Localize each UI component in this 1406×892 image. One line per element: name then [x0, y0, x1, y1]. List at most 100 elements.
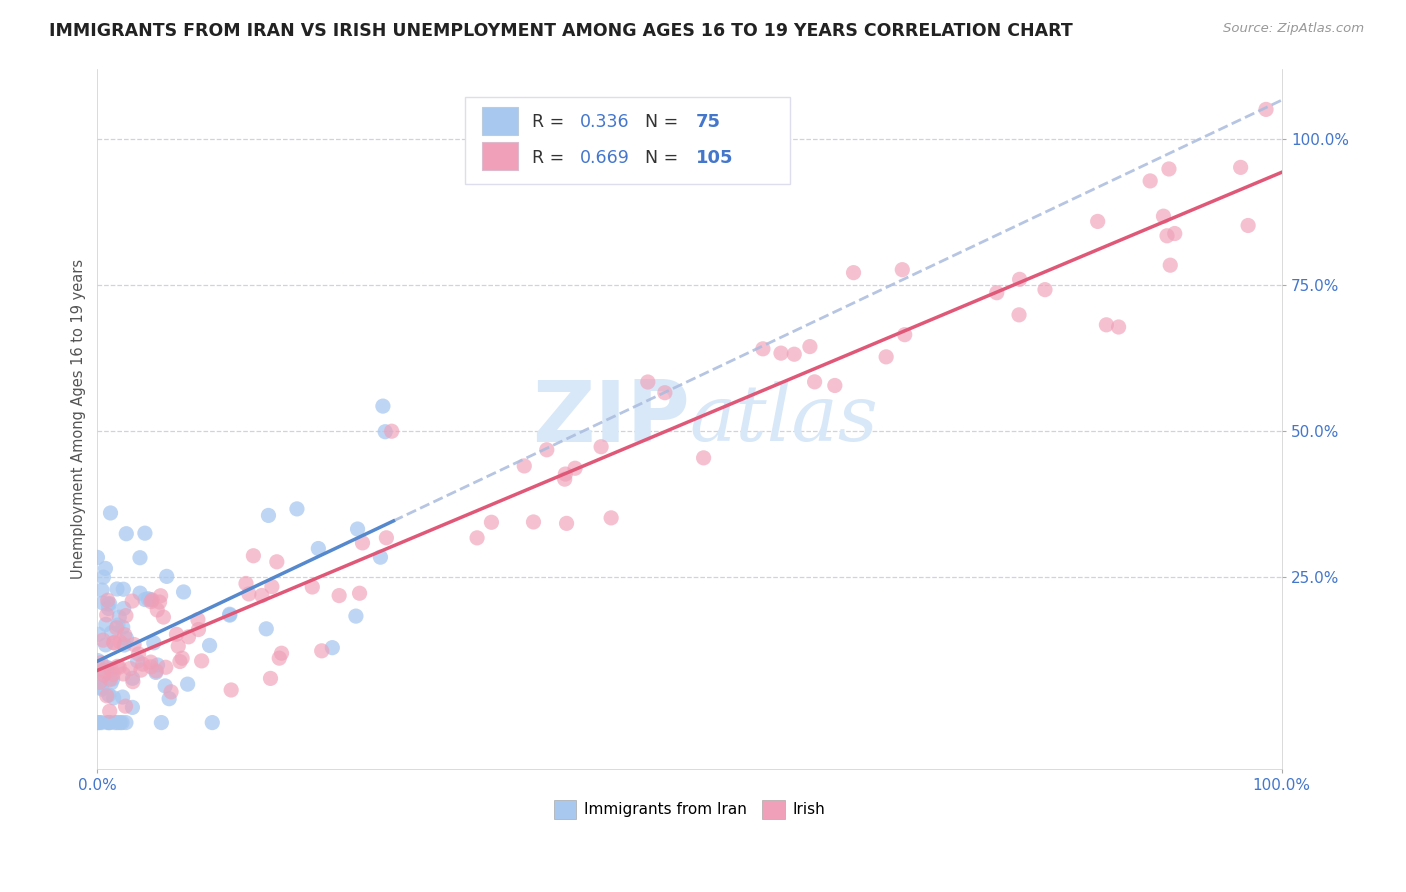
Point — [103, 635, 125, 649]
Point — [89, 680, 111, 694]
Text: ZIP: ZIP — [531, 377, 689, 460]
Point — [94, 561, 117, 575]
Point — [101, 667, 124, 681]
Point — [893, 327, 915, 342]
Point — [187, 613, 209, 627]
Point — [536, 442, 558, 457]
Point — [176, 677, 198, 691]
Point — [129, 550, 152, 565]
Point — [522, 515, 544, 529]
Text: atlas: atlas — [689, 381, 879, 457]
Point — [891, 262, 914, 277]
Point — [149, 589, 172, 603]
Point — [142, 636, 165, 650]
Point — [108, 610, 131, 624]
Point — [90, 656, 112, 670]
Point — [121, 700, 143, 714]
Point — [98, 704, 121, 718]
Point — [1139, 174, 1161, 188]
Point — [344, 609, 367, 624]
Point — [91, 682, 114, 697]
Point — [555, 516, 578, 531]
Point — [100, 662, 122, 676]
Point — [157, 691, 180, 706]
Point — [311, 644, 333, 658]
Point — [89, 675, 111, 690]
Point — [554, 467, 576, 481]
Point — [352, 536, 374, 550]
Point — [115, 632, 138, 646]
Point — [155, 660, 177, 674]
Point — [160, 685, 183, 699]
Point — [637, 375, 659, 389]
Point — [87, 715, 110, 730]
Point — [114, 627, 136, 641]
Point — [591, 440, 613, 454]
Point — [121, 671, 143, 685]
Point — [111, 690, 134, 704]
Point — [91, 633, 114, 648]
Text: 0.336: 0.336 — [579, 113, 628, 131]
Point — [1237, 219, 1260, 233]
Point — [1152, 209, 1174, 223]
Point — [1087, 214, 1109, 228]
Point — [1008, 272, 1031, 286]
Point — [1033, 283, 1056, 297]
Point — [131, 657, 153, 672]
Point — [97, 593, 120, 607]
Point — [108, 635, 131, 649]
Point — [104, 715, 127, 730]
Point — [321, 640, 343, 655]
Point — [87, 654, 110, 668]
Point — [218, 608, 240, 623]
Point — [98, 673, 121, 687]
Point — [120, 661, 142, 675]
Point — [1156, 228, 1178, 243]
Point — [86, 550, 108, 565]
Point — [986, 285, 1008, 300]
Point — [145, 665, 167, 680]
Point — [152, 610, 174, 624]
Point — [1157, 161, 1180, 176]
Point — [136, 591, 159, 606]
Point — [375, 531, 398, 545]
Point — [146, 603, 169, 617]
Point — [301, 580, 323, 594]
Point — [91, 583, 114, 598]
Point — [1008, 308, 1031, 322]
Point — [769, 346, 792, 360]
Point — [654, 385, 676, 400]
Point — [564, 461, 586, 475]
Point — [824, 378, 846, 392]
Text: R =: R = — [531, 113, 569, 131]
Point — [235, 576, 257, 591]
Point — [93, 570, 115, 584]
Point — [87, 627, 110, 641]
Point — [554, 472, 576, 486]
Point — [112, 638, 135, 652]
Point — [98, 715, 121, 730]
Point — [134, 592, 156, 607]
Text: 105: 105 — [696, 149, 733, 167]
Point — [148, 595, 170, 609]
Point — [122, 674, 145, 689]
Point — [115, 526, 138, 541]
Point — [842, 266, 865, 280]
Point — [374, 425, 396, 439]
Point — [107, 618, 129, 632]
Point — [94, 617, 117, 632]
Point — [145, 664, 167, 678]
Point — [250, 589, 273, 603]
Point — [752, 342, 775, 356]
Text: N =: N = — [644, 113, 683, 131]
Text: 0.669: 0.669 — [579, 149, 630, 167]
Point — [114, 699, 136, 714]
Text: N =: N = — [644, 149, 683, 167]
Point — [108, 660, 131, 674]
Point — [254, 622, 277, 636]
Point — [115, 715, 138, 730]
Point — [1164, 227, 1187, 241]
Point — [105, 621, 128, 635]
Point — [1159, 258, 1181, 272]
Point — [465, 531, 488, 545]
